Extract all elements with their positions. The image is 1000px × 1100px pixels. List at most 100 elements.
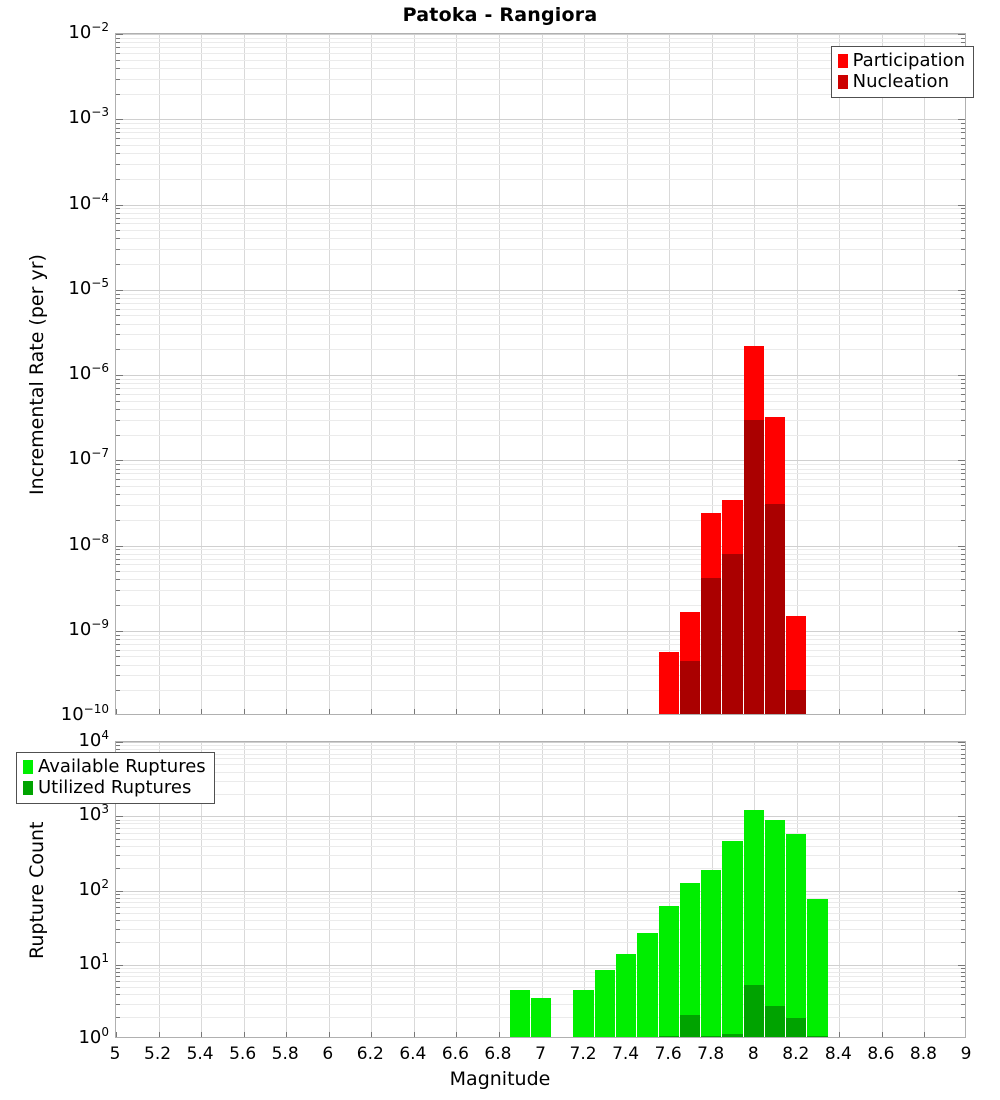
y-tick-mark-minor [116,218,120,219]
grid-line-vertical [542,742,543,1037]
legend-item: Nucleation [837,72,965,92]
grid-line-vertical [924,34,925,714]
y-tick-mark-minor [961,650,965,651]
x-axis-tick-label: 6.8 [484,1044,512,1064]
y-tick-mark-minor [116,820,120,821]
legend-item: Utilized Ruptures [23,778,206,798]
y-tick-mark [958,375,965,376]
y-tick-mark-minor [961,123,965,124]
grid-line-horizontal-minor [116,324,965,325]
grid-line-horizontal-minor [116,469,965,470]
grid-line-horizontal-minor [116,590,965,591]
y-tick-mark-minor [961,309,965,310]
y-tick-mark-minor [116,60,120,61]
grid-line-horizontal-minor [116,394,965,395]
y-tick-mark-minor [116,929,120,930]
bar [743,419,764,714]
y-tick-mark [116,375,123,376]
y-tick-mark-minor [961,781,965,782]
y-tick-mark-minor [116,994,120,995]
y-tick-mark-minor [961,764,965,765]
y-tick-mark-minor [116,324,120,325]
grid-line-horizontal-minor [116,650,965,651]
grid-line-horizontal-minor [116,238,965,239]
bar [722,1034,743,1037]
y-tick-mark-minor [961,208,965,209]
x-axis-title: Magnitude [449,1068,551,1090]
y-tick-mark [958,631,965,632]
y-tick-mark-minor [961,898,965,899]
grid-line-vertical [286,742,287,1037]
grid-line-horizontal-major [116,119,965,120]
y-tick-mark-minor [116,145,120,146]
y-tick-mark-minor [961,420,965,421]
y-tick-mark-minor [961,929,965,930]
y-tick-mark-minor [961,494,965,495]
grid-line-vertical [371,742,372,1037]
y-tick-mark-minor [961,968,965,969]
legend-swatch-icon [23,760,33,775]
y-tick-mark-minor [961,383,965,384]
y-tick-mark [116,290,123,291]
x-tick-mark [456,1032,457,1037]
bar [594,969,615,1037]
y-tick-mark-minor [961,38,965,39]
y-axis-tick-label: 10−5 [68,275,109,299]
y-tick-mark-minor [961,833,965,834]
grid-line-vertical [244,34,245,714]
y-tick-mark-minor [116,976,120,977]
bar [764,1005,786,1037]
chart-title: Patoka - Rangiora [402,4,598,26]
grid-line-horizontal-minor [116,38,965,39]
grid-line-horizontal-minor [116,42,965,43]
y-tick-mark-minor [116,639,120,640]
bar [743,985,764,1037]
bar [786,833,807,1037]
y-tick-mark-minor [116,972,120,973]
y-tick-mark-minor [116,690,120,691]
y-tick-mark-minor [116,590,120,591]
x-axis-tick-label: 6.4 [399,1044,427,1064]
x-tick-mark [882,709,883,714]
x-axis-tick-label: 6.2 [356,1044,384,1064]
legend-swatch-icon [837,75,848,90]
y-tick-mark-minor [961,520,965,521]
x-axis-tick-label: 8.6 [867,1044,895,1064]
y-tick-mark-minor [116,520,120,521]
x-axis-tick-label: 5.2 [144,1044,172,1064]
grid-line-horizontal-minor [116,656,965,657]
y-axis-tick-label: 10−9 [68,616,109,640]
y-tick-mark-minor [116,823,120,824]
x-tick-mark [244,1032,245,1037]
y-tick-mark-minor [961,794,965,795]
y-axis-tick-label: 100 [78,1025,109,1048]
y-tick-mark-minor [116,907,120,908]
x-tick-mark [286,709,287,714]
bar [530,997,552,1037]
x-tick-mark [159,709,160,714]
grid-line-horizontal-minor [116,549,965,550]
y-tick-mark-minor [116,665,120,666]
x-axis-tick-label: 6.6 [441,1044,469,1064]
y-axis-tick-label: 104 [78,728,109,751]
y-tick-mark-minor [961,324,965,325]
grid-line-horizontal-minor [116,987,965,988]
x-axis-tick-label: 5.6 [229,1044,257,1064]
y-tick-mark-minor [961,846,965,847]
grid-line-horizontal-minor [116,409,965,410]
grid-line-vertical [499,34,500,714]
y-tick-mark-minor [116,223,120,224]
y-axis-tick-label: 10−4 [68,190,109,214]
y-tick-mark-minor [961,1017,965,1018]
bar [722,553,743,714]
y-tick-mark-minor [961,675,965,676]
y-tick-mark-minor [961,823,965,824]
y-tick-mark-minor [116,53,120,54]
y-tick-mark-minor [116,298,120,299]
y-tick-mark-minor [116,164,120,165]
grid-line-horizontal-minor [116,145,965,146]
grid-line-horizontal-minor [116,579,965,580]
y-tick-mark-minor [116,94,120,95]
bar [637,932,658,1037]
grid-line-vertical [286,34,287,714]
